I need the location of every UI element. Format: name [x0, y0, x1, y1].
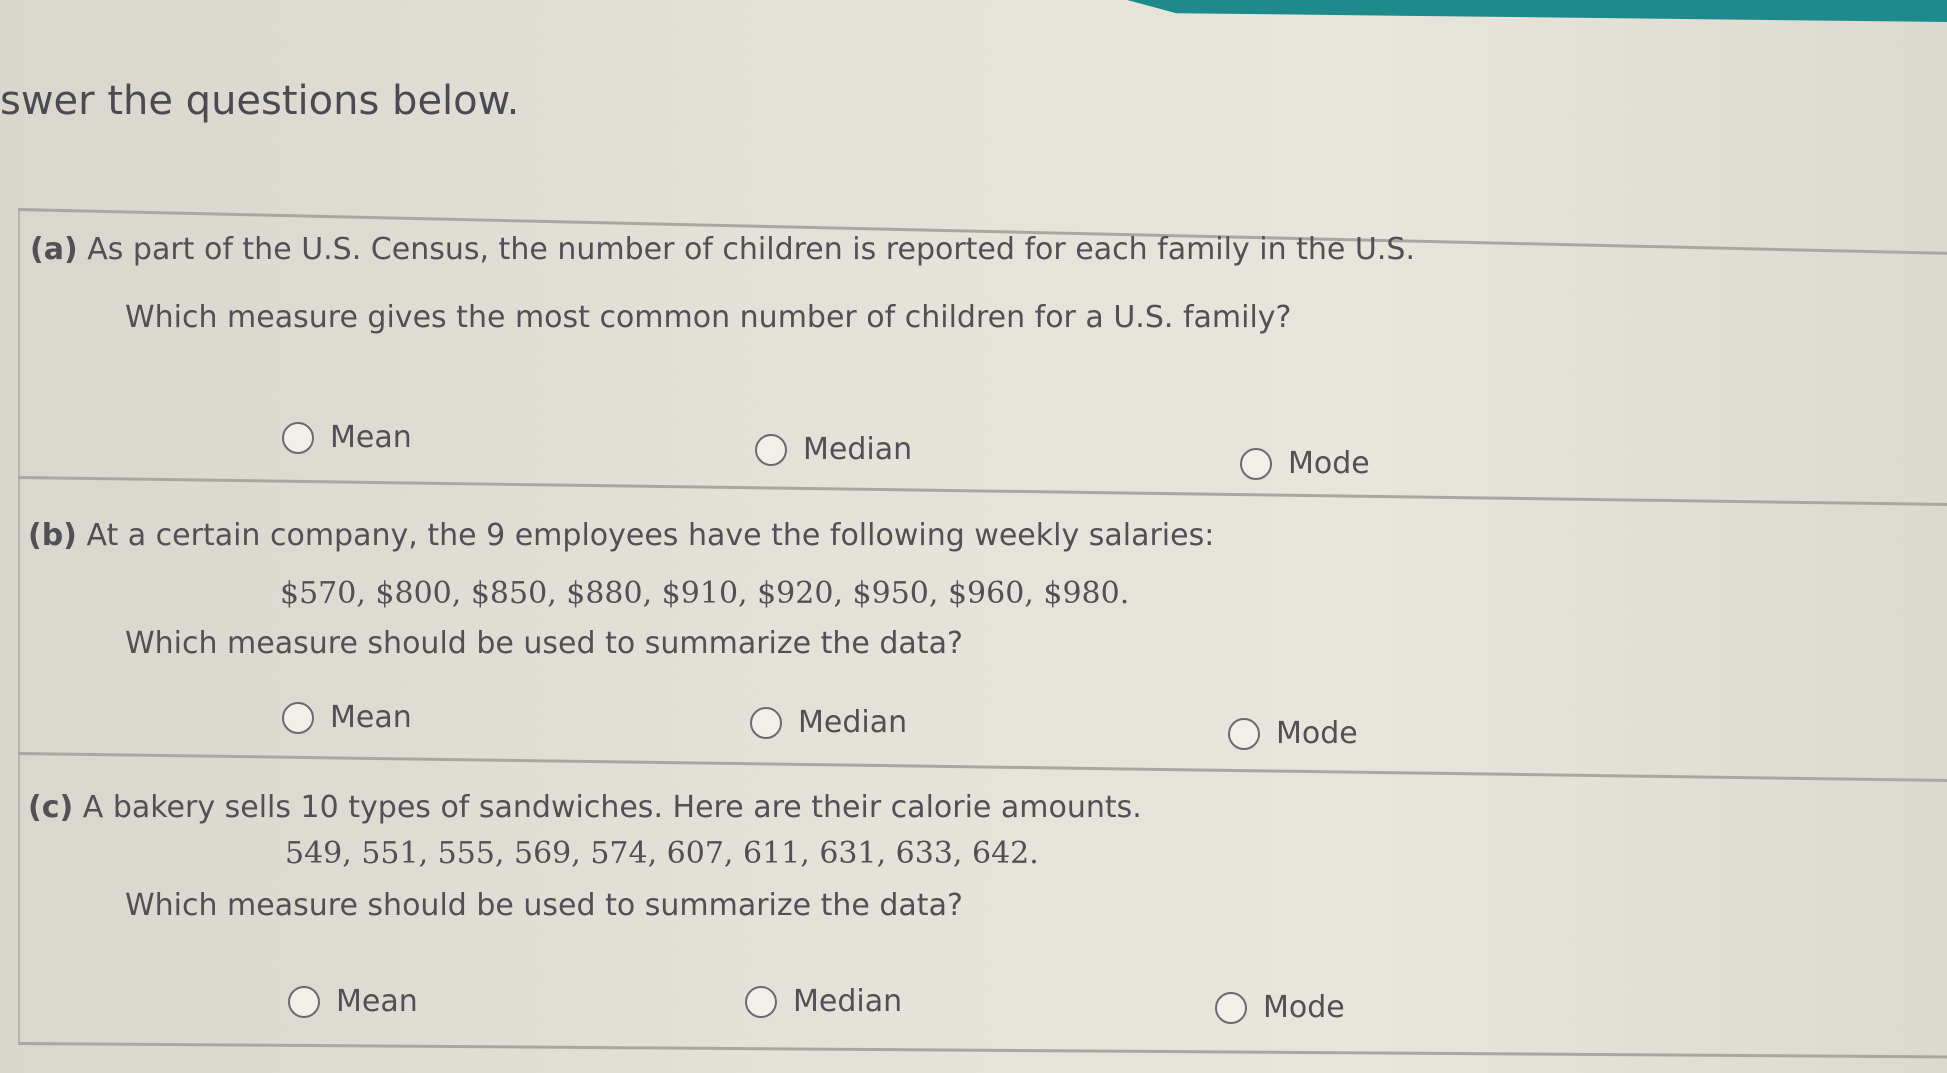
radio-button[interactable] [1240, 447, 1272, 480]
question-c-text: (c) A bakery sells 10 types of sandwiche… [28, 790, 1142, 825]
option-label: Mode [1276, 716, 1358, 751]
question-a-option-mode[interactable]: Mode [1240, 446, 1370, 481]
question-b-prompt: Which measure should be used to summariz… [125, 626, 963, 661]
question-c-option-mean[interactable]: Mean [288, 984, 418, 1019]
question-c-data: 549, 551, 555, 569, 574, 607, 611, 631, … [285, 836, 1039, 871]
question-b-option-median[interactable]: Median [750, 705, 907, 740]
question-a-option-median[interactable]: Median [755, 432, 912, 467]
option-label: Mean [330, 420, 412, 455]
question-box [18, 210, 1947, 1045]
question-c-option-mode[interactable]: Mode [1215, 990, 1345, 1025]
option-label: Mode [1288, 446, 1370, 481]
radio-button[interactable] [1215, 991, 1247, 1024]
option-label: Mode [1263, 990, 1345, 1025]
option-label: Mean [330, 700, 412, 735]
radio-button[interactable] [750, 706, 782, 739]
option-label: Median [803, 432, 913, 467]
question-b-option-mode[interactable]: Mode [1228, 716, 1358, 751]
option-label: Median [793, 984, 903, 1019]
question-a-prompt: Which measure gives the most common numb… [125, 300, 1292, 335]
radio-button[interactable] [1228, 717, 1260, 750]
radio-button[interactable] [745, 985, 777, 1018]
radio-button[interactable] [282, 421, 314, 454]
instructions: swer the questions below. [0, 78, 520, 124]
question-c-option-median[interactable]: Median [745, 984, 902, 1019]
question-b-text: (b) At a certain company, the 9 employee… [28, 518, 1215, 553]
question-a-text: (a) ​As part of the U.S. Census, the num… [30, 232, 1415, 267]
option-label: Mean [336, 984, 418, 1019]
radio-button[interactable] [755, 433, 787, 466]
radio-button[interactable] [288, 985, 320, 1018]
option-label: Median [798, 705, 908, 740]
question-a-option-mean[interactable]: Mean [282, 420, 412, 455]
question-b-data: $570, $800, $850, $880, $910, $920, $950… [280, 576, 1130, 611]
top-accent-bar [1127, 0, 1947, 22]
question-c-prompt: Which measure should be used to summariz… [125, 888, 963, 923]
question-b-option-mean[interactable]: Mean [282, 700, 412, 735]
radio-button[interactable] [282, 701, 314, 734]
